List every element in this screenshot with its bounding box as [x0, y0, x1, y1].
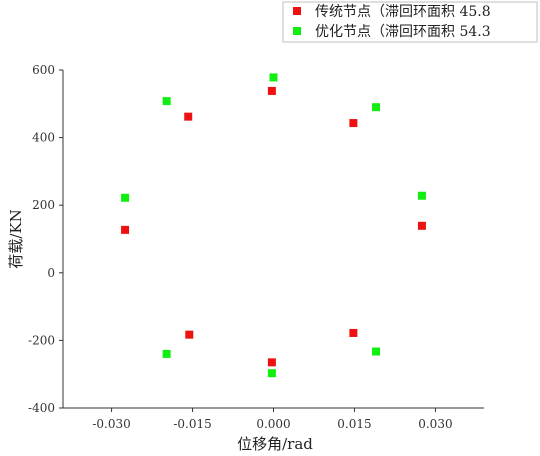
point-optimized: [372, 347, 381, 356]
y-tick-label: 200: [32, 198, 55, 212]
point-optimized: [417, 191, 426, 200]
x-tick-label: 0.015: [337, 417, 371, 431]
legend-label-traditional: 传统节点（滞回环面积 45.8: [315, 4, 491, 20]
point-traditional: [267, 86, 276, 95]
legend-marker-optimized: [293, 27, 301, 35]
point-traditional: [184, 112, 193, 121]
point-traditional: [349, 328, 358, 337]
x-tick-label: -0.030: [92, 417, 130, 431]
point-traditional: [417, 221, 426, 230]
legend-marker-traditional: [293, 7, 301, 15]
y-tick-label: -200: [28, 333, 55, 347]
legend-label-optimized: 优化节点（滞回环面积 54.3: [315, 24, 491, 40]
x-axis-title: 位移角/rad: [237, 435, 313, 453]
point-optimized: [269, 73, 278, 82]
x-tick-label: 0.030: [418, 417, 452, 431]
y-ticks: -400 -200 0 200 400 600: [28, 63, 63, 415]
legend-box: [282, 1, 538, 43]
y-tick-label: 400: [32, 131, 55, 145]
y-tick-label: 600: [32, 63, 55, 77]
x-tick-label: -0.015: [173, 417, 211, 431]
legend: 传统节点（滞回环面积 45.8 优化节点（滞回环面积 54.3: [282, 1, 538, 43]
point-optimized: [162, 349, 171, 358]
point-optimized: [121, 193, 130, 202]
point-traditional: [121, 225, 130, 234]
point-traditional: [267, 358, 276, 367]
y-axis-title: 荷载/KN: [7, 209, 25, 268]
point-optimized: [372, 103, 381, 112]
data-points: [121, 73, 426, 378]
y-tick-label: 0: [47, 266, 55, 280]
point-traditional: [185, 330, 194, 339]
point-traditional: [349, 119, 358, 128]
point-optimized: [267, 369, 276, 378]
x-tick-label: 0.000: [256, 417, 290, 431]
point-optimized: [162, 97, 171, 106]
x-ticks: -0.030 -0.015 0.000 0.015 0.030: [92, 408, 453, 431]
y-tick-label: -400: [28, 401, 55, 415]
